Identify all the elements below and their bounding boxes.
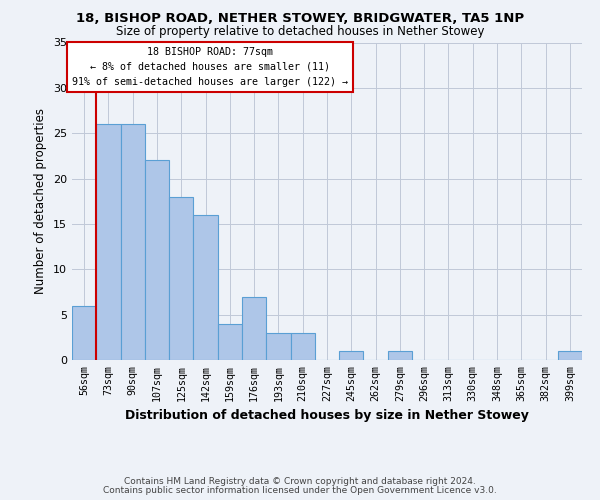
X-axis label: Distribution of detached houses by size in Nether Stowey: Distribution of detached houses by size … bbox=[125, 409, 529, 422]
Text: 18, BISHOP ROAD, NETHER STOWEY, BRIDGWATER, TA5 1NP: 18, BISHOP ROAD, NETHER STOWEY, BRIDGWAT… bbox=[76, 12, 524, 26]
Y-axis label: Number of detached properties: Number of detached properties bbox=[34, 108, 47, 294]
Bar bbox=[558, 351, 582, 360]
Bar bbox=[290, 333, 315, 360]
Bar bbox=[121, 124, 145, 360]
Text: Contains public sector information licensed under the Open Government Licence v3: Contains public sector information licen… bbox=[103, 486, 497, 495]
Text: 18 BISHOP ROAD: 77sqm
← 8% of detached houses are smaller (11)
91% of semi-detac: 18 BISHOP ROAD: 77sqm ← 8% of detached h… bbox=[73, 47, 349, 86]
Bar bbox=[145, 160, 169, 360]
Bar bbox=[96, 124, 121, 360]
Bar bbox=[218, 324, 242, 360]
Bar bbox=[169, 196, 193, 360]
Bar bbox=[266, 333, 290, 360]
Bar bbox=[388, 351, 412, 360]
Bar bbox=[193, 215, 218, 360]
Text: Contains HM Land Registry data © Crown copyright and database right 2024.: Contains HM Land Registry data © Crown c… bbox=[124, 477, 476, 486]
Bar bbox=[72, 306, 96, 360]
Bar bbox=[339, 351, 364, 360]
Text: Size of property relative to detached houses in Nether Stowey: Size of property relative to detached ho… bbox=[116, 25, 484, 38]
Bar bbox=[242, 296, 266, 360]
